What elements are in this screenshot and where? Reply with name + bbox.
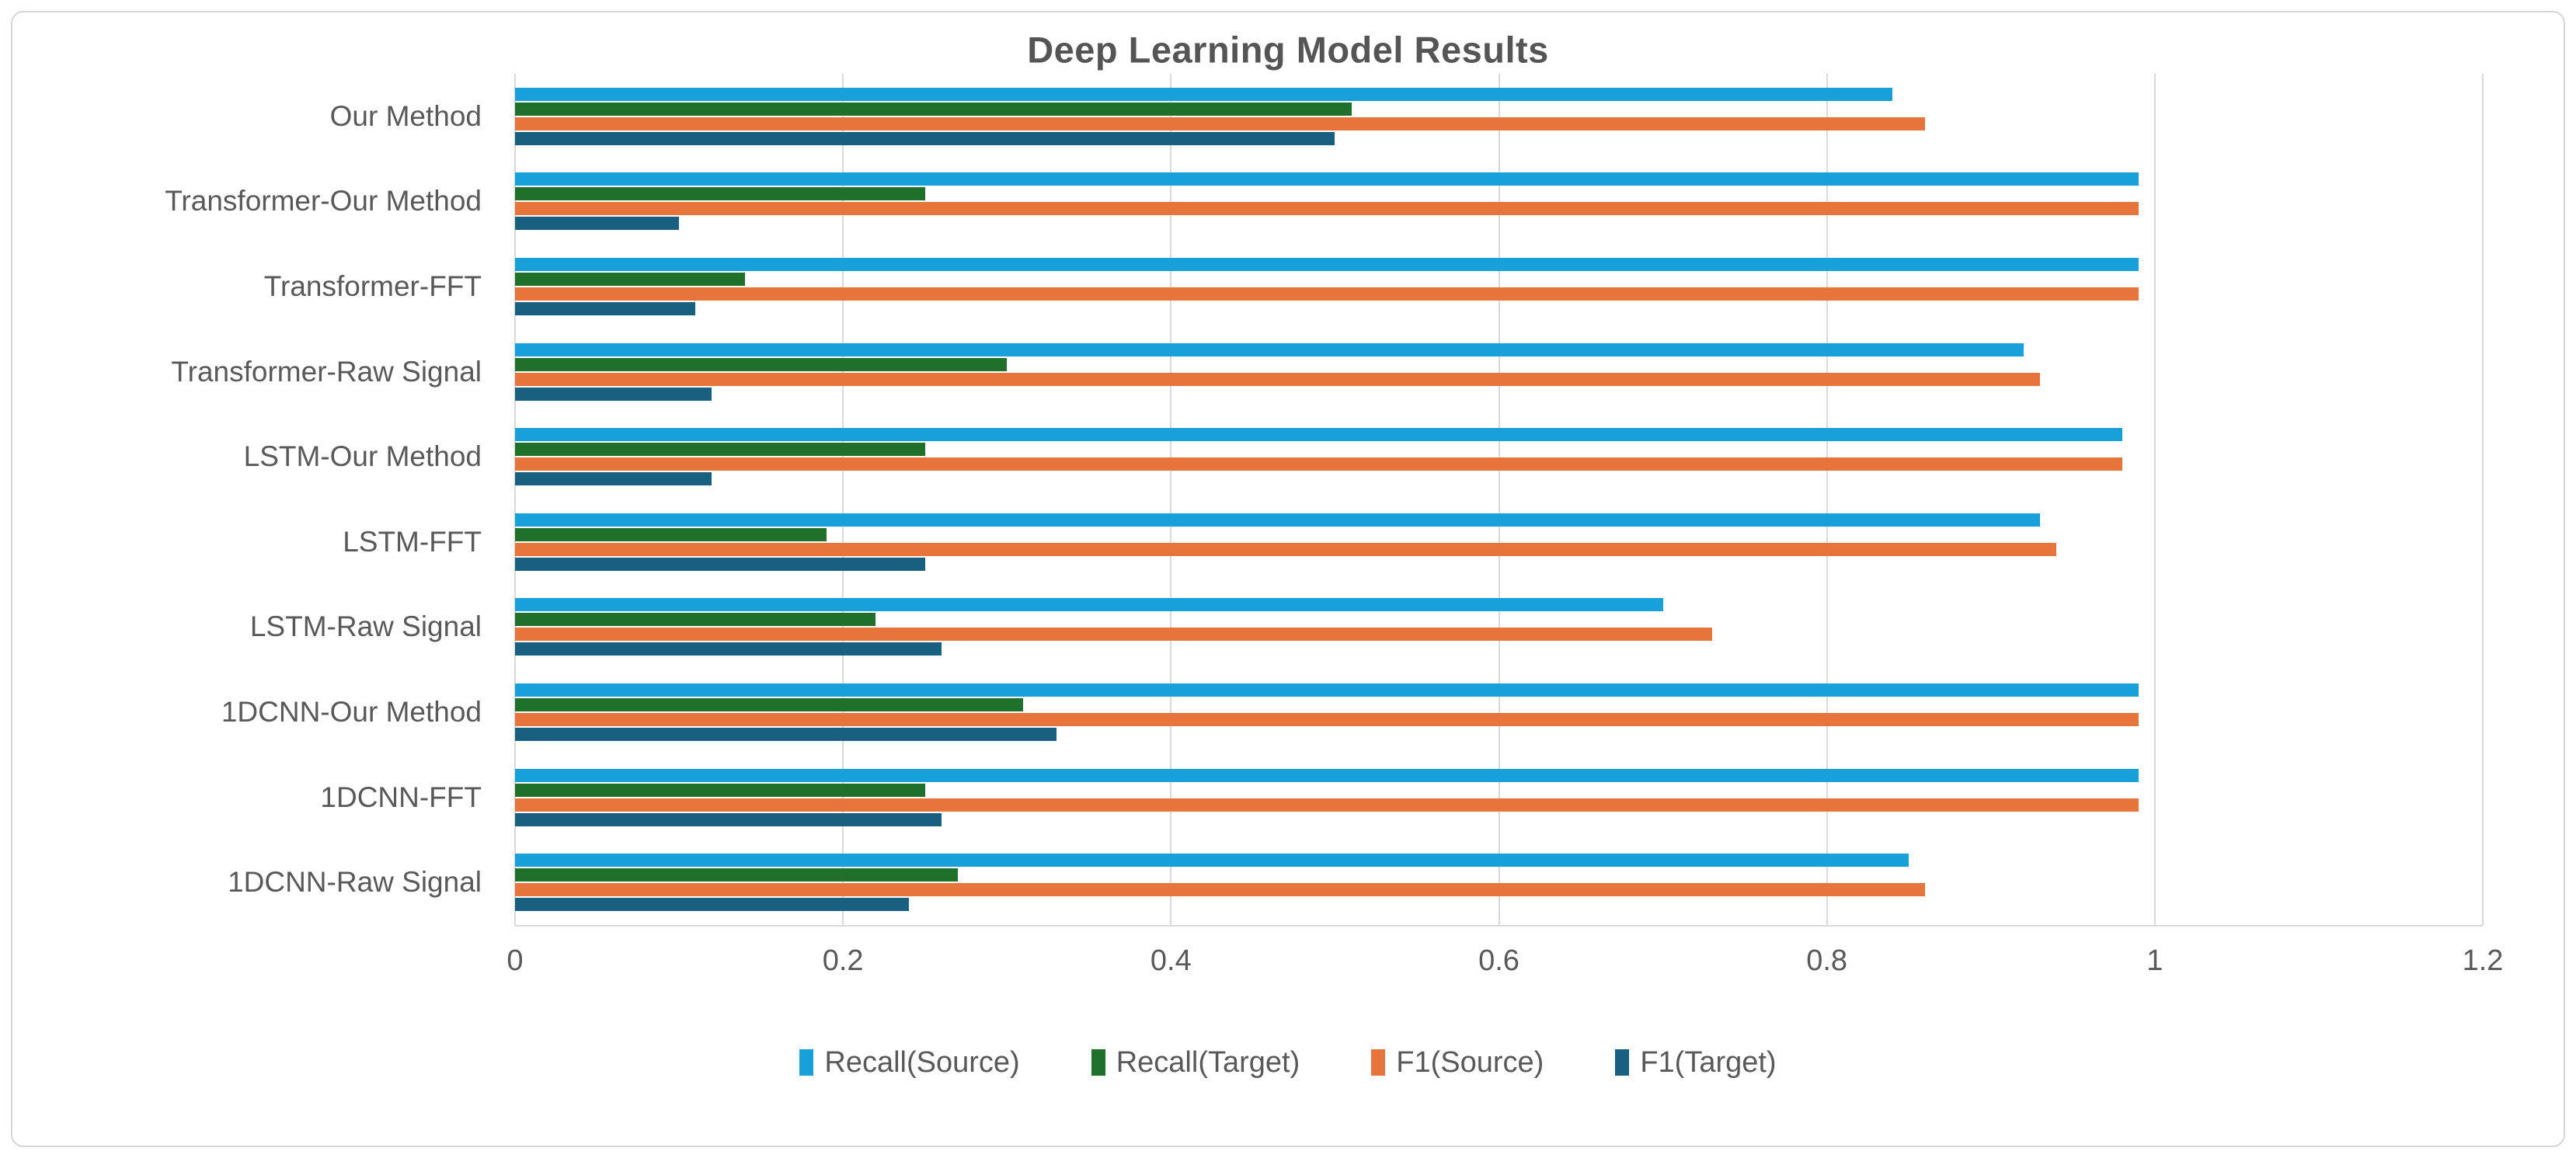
category-label: Transformer-FFT	[263, 270, 482, 302]
bar	[515, 598, 1663, 612]
gridline	[2153, 74, 2156, 925]
x-tick-label: 0	[506, 944, 524, 977]
legend-item: F1(Source)	[1371, 1046, 1544, 1080]
legend-swatch-icon	[1371, 1049, 1386, 1076]
category-label: Transformer-Our Method	[165, 185, 482, 217]
bar	[515, 798, 2139, 812]
bar-rows	[515, 74, 2483, 925]
bar	[515, 542, 2057, 556]
legend-label: Recall(Target)	[1116, 1045, 1300, 1079]
x-axis-ticks: 0 0.2 0.4 0.6 0.8 1 1.2	[506, 944, 2503, 986]
plot-area	[514, 74, 2484, 927]
category-row	[515, 414, 2483, 499]
bar	[515, 854, 1909, 868]
bar	[515, 202, 2139, 216]
gridline	[2482, 74, 2484, 925]
bar	[515, 443, 925, 457]
bar	[515, 513, 2041, 527]
bar	[515, 387, 712, 401]
x-tick-label: 1.2	[2462, 944, 2504, 977]
legend-swatch-icon	[1091, 1049, 1105, 1076]
category-label: 1DCNN-Our Method	[221, 695, 482, 728]
category-label: 1DCNN-Raw Signal	[228, 866, 482, 899]
bar	[515, 642, 942, 656]
bar	[515, 343, 2024, 356]
bar	[515, 783, 925, 797]
category-row	[515, 499, 2483, 585]
bar	[515, 372, 2041, 386]
gridline	[1170, 74, 1172, 925]
gridline	[514, 74, 516, 925]
legend-label: F1(Target)	[1640, 1045, 1777, 1079]
legend-item: Recall(Source)	[799, 1045, 1020, 1080]
x-tick-label: 0.8	[1806, 944, 1848, 977]
x-tick-label: 0.2	[822, 944, 864, 977]
bar	[515, 172, 2139, 186]
gridline	[842, 74, 844, 925]
bar	[515, 812, 942, 826]
bar	[515, 628, 1712, 642]
category-label: Our Method	[329, 99, 482, 132]
bar	[515, 697, 1024, 711]
legend-label: F1(Source)	[1396, 1045, 1544, 1079]
category-row	[515, 74, 2483, 159]
category-row	[515, 669, 2483, 755]
x-tick-label: 0.6	[1478, 944, 1519, 977]
bar	[515, 457, 2122, 471]
bar	[515, 472, 712, 486]
bar	[515, 727, 1057, 741]
category-row	[515, 329, 2483, 415]
category-label: LSTM-Our Method	[243, 440, 482, 473]
category-row	[515, 244, 2483, 329]
bar	[515, 868, 958, 882]
bar	[515, 257, 2139, 271]
category-label: Transformer-Raw Signal	[171, 355, 482, 388]
category-label: LSTM-Raw Signal	[249, 610, 482, 643]
category-row	[515, 585, 2483, 670]
gridline	[1498, 74, 1500, 925]
bar	[515, 87, 1893, 101]
category-label: LSTM-FFT	[343, 525, 482, 558]
bar	[515, 613, 876, 627]
bar	[515, 301, 696, 315]
bar	[515, 116, 1926, 130]
bar	[515, 898, 909, 912]
bar	[515, 131, 1335, 145]
bar	[515, 428, 2122, 442]
category-row	[515, 755, 2483, 840]
category-label: 1DCNN-FFT	[320, 781, 482, 813]
bar	[515, 102, 1352, 116]
bar	[515, 683, 2139, 697]
y-axis-labels: Our Method Transformer-Our Method Transfor…	[16, 74, 499, 925]
bar	[515, 712, 2139, 726]
bar	[515, 272, 745, 286]
legend: Recall(Source) Recall(Target) F1(Source) F1…	[0, 1039, 2576, 1086]
gridline	[1826, 74, 1828, 925]
legend-item: Recall(Target)	[1091, 1046, 1300, 1080]
category-row	[515, 840, 2483, 925]
chart-frame	[11, 11, 2565, 1147]
bar	[515, 187, 925, 201]
bar	[515, 883, 1926, 897]
bar	[515, 557, 925, 571]
chart-title: Deep Learning Model Results	[1027, 29, 1549, 71]
bar	[515, 287, 2139, 301]
bar	[515, 217, 680, 231]
bar	[515, 768, 2139, 782]
category-row	[515, 159, 2483, 245]
legend-label: Recall(Source)	[824, 1045, 1020, 1079]
legend-swatch-icon	[1615, 1049, 1630, 1076]
bar	[515, 527, 827, 541]
legend-swatch-icon	[799, 1049, 814, 1076]
bar	[515, 357, 1008, 371]
x-tick-label: 1	[2146, 944, 2163, 977]
x-tick-label: 0.4	[1150, 944, 1192, 977]
legend-item: F1(Target)	[1615, 1045, 1777, 1080]
